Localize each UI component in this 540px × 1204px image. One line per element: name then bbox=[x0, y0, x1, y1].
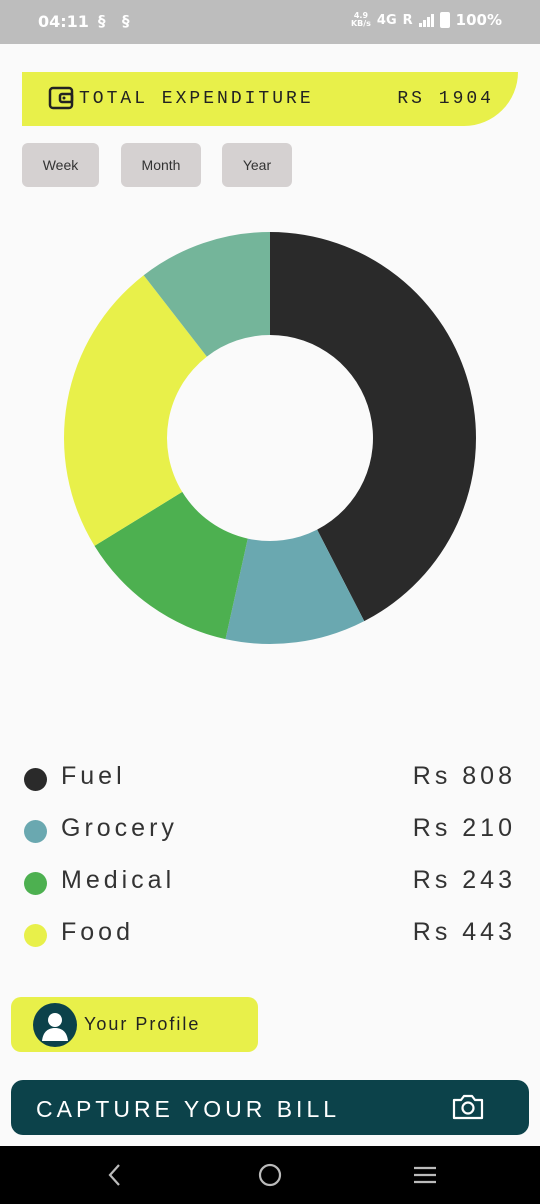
net-speed: 4.9 KB/s bbox=[351, 12, 371, 28]
legend-label: Food bbox=[61, 918, 134, 946]
capture-bill-label: CAPTURE YOUR BILL bbox=[36, 1096, 341, 1122]
legend-item-medical: Medical Rs 243 bbox=[24, 862, 516, 902]
legend-dot bbox=[24, 768, 47, 791]
legend-label: Fuel bbox=[61, 762, 126, 790]
back-icon[interactable] bbox=[104, 1161, 124, 1189]
battery-level: 100% bbox=[455, 11, 502, 29]
camera-icon bbox=[452, 1094, 484, 1120]
home-icon[interactable] bbox=[256, 1161, 284, 1189]
legend-dot bbox=[24, 820, 47, 843]
legend-label: Medical bbox=[61, 866, 176, 894]
your-profile-label: Your Profile bbox=[84, 1014, 201, 1034]
recents-icon[interactable] bbox=[412, 1161, 438, 1189]
system-nav-bar bbox=[0, 1146, 540, 1204]
wallet-icon bbox=[48, 86, 74, 110]
total-amount: RS 1904 bbox=[397, 89, 494, 109]
sync-icon: § bbox=[98, 12, 106, 30]
legend-dot bbox=[24, 924, 47, 947]
net-speed-value: 4.9 bbox=[353, 11, 369, 20]
month-button[interactable]: Month bbox=[121, 143, 201, 187]
legend-label: Grocery bbox=[61, 814, 178, 842]
year-button[interactable]: Year bbox=[222, 143, 292, 187]
legend-item-fuel: Fuel Rs 808 bbox=[24, 758, 516, 798]
legend-item-grocery: Grocery Rs 210 bbox=[24, 810, 516, 850]
battery-icon bbox=[439, 12, 450, 28]
legend-dot bbox=[24, 872, 47, 895]
avatar-icon bbox=[33, 1003, 77, 1047]
week-button[interactable]: Week bbox=[22, 143, 99, 187]
donut-slice-fuel bbox=[270, 232, 476, 622]
status-bar: 04:11 § § 4.9 KB/s 4G R 100% bbox=[0, 0, 540, 44]
donut-slice-medical bbox=[94, 491, 248, 640]
legend-item-food: Food Rs 443 bbox=[24, 914, 516, 954]
network-type: 4G bbox=[376, 12, 397, 28]
total-expenditure-header: TOTAL EXPENDITURE RS 1904 bbox=[22, 72, 518, 126]
signal-icon bbox=[418, 13, 434, 27]
legend-value: Rs 243 bbox=[412, 866, 516, 894]
expenditure-donut-chart bbox=[63, 232, 476, 644]
status-indicators: 4.9 KB/s 4G R 100% bbox=[351, 11, 502, 29]
net-speed-unit: KB/s bbox=[350, 19, 371, 28]
capture-bill-button[interactable]: CAPTURE YOUR BILL bbox=[11, 1080, 529, 1135]
sync-icon: § bbox=[122, 12, 130, 30]
roaming-indicator: R bbox=[402, 12, 413, 28]
legend-value: Rs 443 bbox=[412, 918, 516, 946]
your-profile-button[interactable]: Your Profile bbox=[11, 997, 258, 1052]
header-title: TOTAL EXPENDITURE bbox=[79, 89, 314, 109]
donut-slice-other bbox=[143, 232, 270, 357]
donut-slice-grocery bbox=[225, 529, 365, 644]
donut-slice-food bbox=[63, 275, 207, 546]
status-time: 04:11 bbox=[38, 12, 89, 31]
legend-value: Rs 210 bbox=[412, 814, 516, 842]
legend-value: Rs 808 bbox=[412, 762, 516, 790]
